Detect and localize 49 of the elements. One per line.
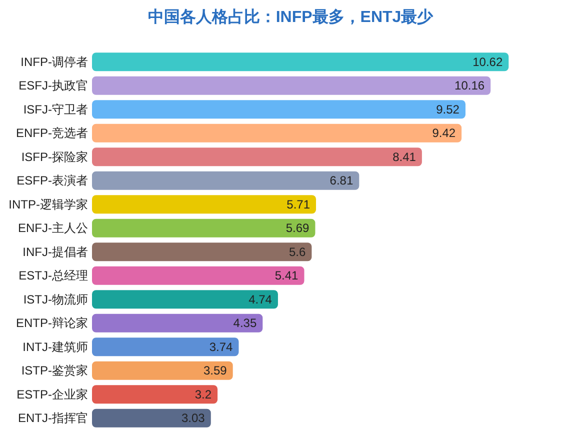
bar [92, 361, 233, 380]
data-label: 5.71 [286, 197, 310, 212]
bar [92, 338, 239, 356]
bar [92, 52, 509, 72]
data-label: 5.41 [274, 268, 299, 283]
data-label: 3.03 [182, 411, 206, 426]
data-label: 3.74 [209, 340, 234, 354]
data-label: 3.59 [203, 364, 228, 378]
y-tick-label: ESFJ-执政官 [18, 78, 88, 93]
y-tick-label: ENTP-辩论家 [16, 316, 88, 330]
data-label: 4.35 [233, 316, 257, 330]
y-tick-label: ESTP-企业家 [16, 387, 88, 402]
y-tick-label: INTJ-建筑师 [22, 340, 88, 354]
data-label: 8.41 [392, 150, 416, 164]
data-label: 5.69 [286, 221, 310, 236]
bar [92, 314, 263, 332]
y-tick-label: ISFJ-守卫者 [23, 102, 88, 116]
bar [92, 242, 312, 262]
y-tick-label: ISFP-探险家 [21, 150, 88, 164]
data-label: 6.81 [330, 174, 354, 188]
y-tick-label: INFJ-提倡者 [22, 244, 88, 259]
y-tick-label: ENFP-竞选者 [16, 126, 88, 140]
data-label: 5.6 [289, 244, 306, 259]
bar [92, 148, 422, 166]
y-tick-label: INFP-调停者 [20, 54, 88, 69]
data-label: 9.52 [436, 102, 460, 116]
data-label: 9.42 [432, 126, 456, 140]
y-tick-label: ISTJ-物流师 [23, 292, 88, 306]
data-label: 4.74 [248, 292, 272, 306]
bar [92, 76, 491, 95]
data-label: 10.62 [472, 54, 503, 69]
y-tick-label: ISTP-鉴赏家 [21, 364, 88, 378]
bar [92, 124, 462, 142]
y-tick-label: INTP-逻辑学家 [8, 197, 88, 212]
bar [92, 385, 218, 404]
bar [92, 408, 211, 428]
bar [92, 290, 278, 309]
y-tick-label: ENTJ-指挥官 [18, 411, 88, 426]
y-tick-label: ESTJ-总经理 [18, 268, 88, 283]
bar [92, 195, 316, 214]
bar [92, 218, 316, 238]
bar [92, 100, 466, 119]
bar [92, 266, 304, 285]
y-tick-label: ESFP-表演者 [16, 174, 88, 188]
data-label: 10.16 [454, 78, 485, 93]
y-tick-label: ENFJ-主人公 [18, 221, 88, 236]
data-label: 3.2 [194, 387, 212, 402]
bar [92, 171, 360, 190]
chart-title: 中国各人格占比：INFP最多，ENTJ最少 [148, 8, 434, 26]
